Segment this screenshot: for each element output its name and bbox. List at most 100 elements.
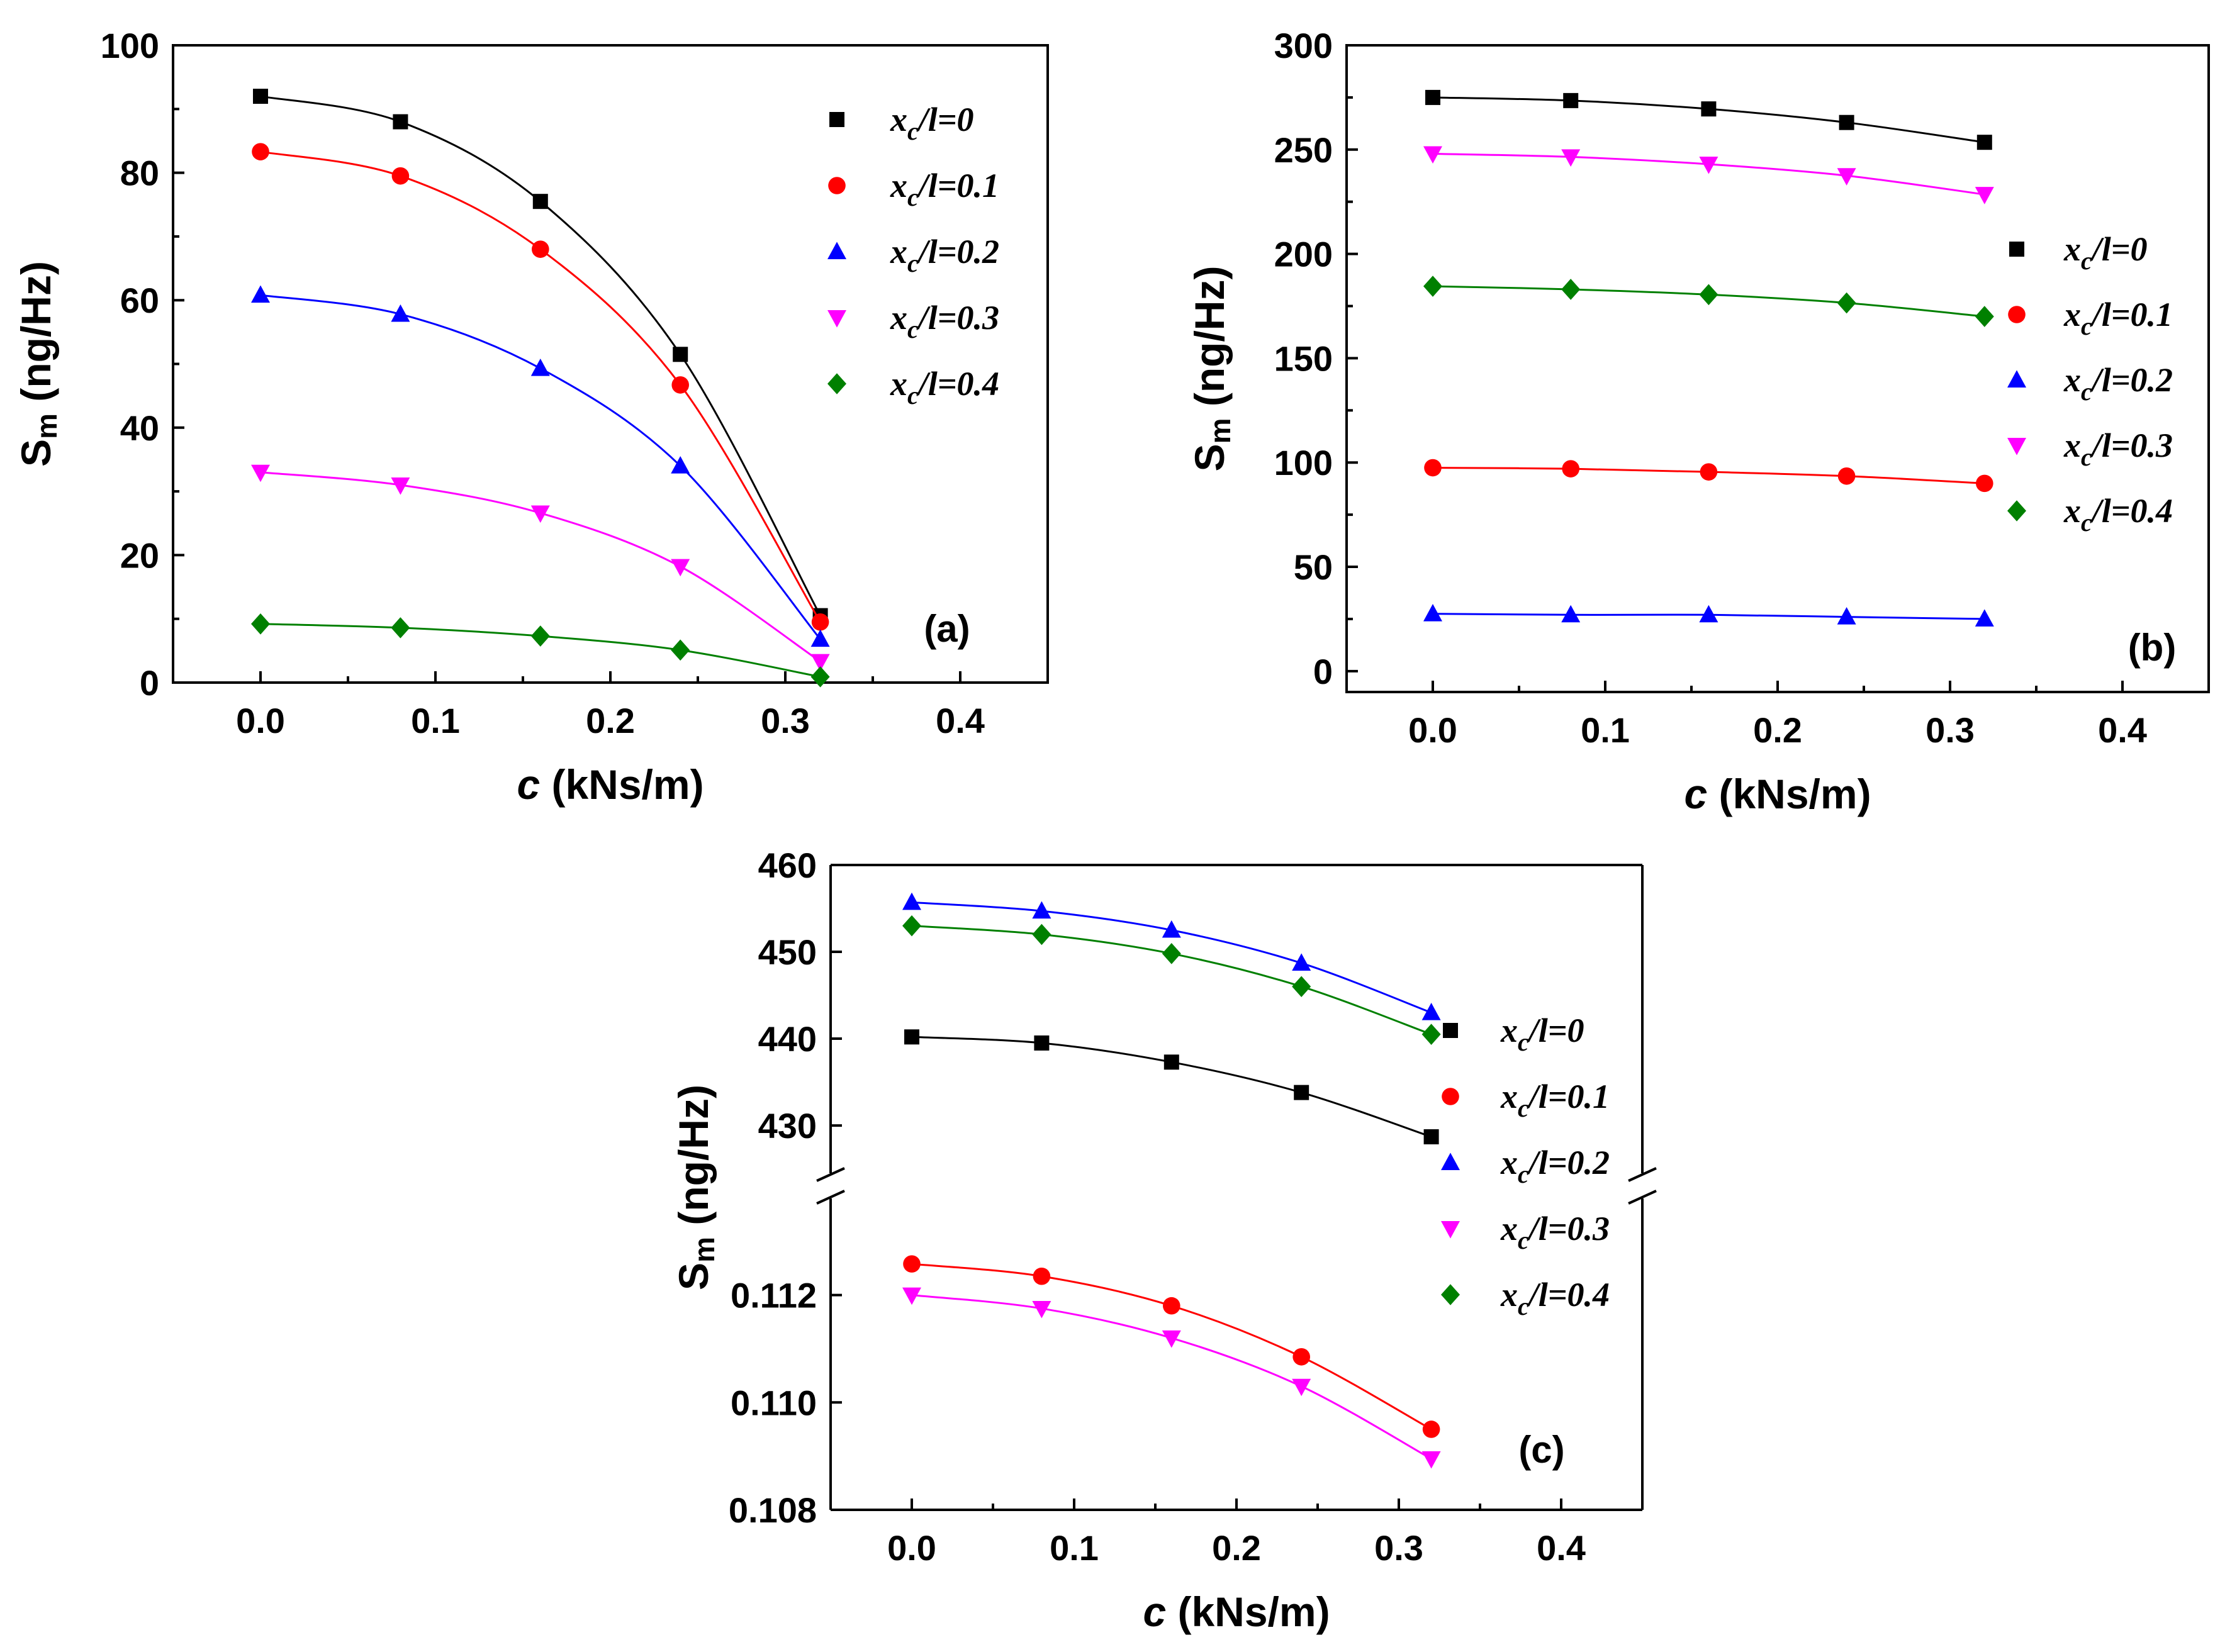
data-point (671, 639, 690, 661)
data-point (1700, 463, 1718, 481)
legend-sub: c (1518, 1292, 1529, 1320)
y-axis-symbol: S (13, 439, 59, 467)
legend-sub: c (1518, 1226, 1529, 1254)
data-point (1162, 942, 1181, 964)
data-point (391, 477, 410, 495)
data-point (1699, 284, 1718, 306)
axis-break-mark (1628, 1167, 1657, 1182)
data-point (902, 915, 921, 937)
legend-eq: /l=0.1 (2090, 296, 2173, 333)
x-axis-unit: (kNs/m) (1707, 771, 1871, 817)
legend-eq: /l=0.2 (2090, 361, 2173, 399)
data-point (1837, 607, 1856, 625)
data-point (1837, 467, 1856, 485)
panel-b: 0 50 100 150 200 250 300 0.0 0.1 0.2 0.3 0.4 c (kNs/… (1186, 26, 2210, 817)
data-point (1421, 1003, 1441, 1020)
legend-label: xc/l=0.4 (2063, 492, 2173, 537)
data-point (1034, 1035, 1050, 1051)
y-tick-label: 20 (120, 535, 159, 575)
legend-eq: /l=0.4 (2090, 492, 2173, 530)
legend-marker (2009, 242, 2024, 257)
data-point (1033, 1267, 1051, 1285)
legend-eq: /l=0.2 (1527, 1144, 1610, 1181)
data-point (1294, 1085, 1309, 1100)
data-point (530, 505, 550, 523)
data-point (1975, 609, 1994, 627)
legend-eq: /l=0 (916, 101, 974, 138)
y-axis-title: Sm (ng/Hz) (13, 261, 63, 467)
data-point (810, 629, 830, 647)
legend-x: x (2063, 361, 2081, 399)
data-point (1162, 920, 1181, 938)
data-point (1976, 474, 1993, 493)
legend-sub: c (1518, 1094, 1529, 1122)
x-tick-label: 0.2 (586, 701, 635, 740)
data-point (904, 1029, 919, 1045)
data-point (251, 613, 270, 635)
data-point (1032, 924, 1051, 946)
data-point (1423, 276, 1442, 297)
legend-sub: c (2081, 443, 2092, 471)
x-tick-label: 0.3 (1374, 1528, 1423, 1568)
data-point (1701, 101, 1717, 117)
legend-x: x (1500, 1078, 1518, 1115)
x-tick-label: 0.1 (1581, 710, 1630, 750)
data-point (1561, 149, 1581, 167)
data-point (902, 892, 921, 910)
panel-a: 0 20 40 60 80 100 0.0 0.1 0.2 0.3 0.4 c (kNs/m) Sm (… (13, 26, 1049, 808)
data-point (811, 613, 829, 631)
data-point (1292, 953, 1311, 971)
y-axis-title: Sm (ng/Hz) (1186, 266, 1236, 472)
x-tick-label: 0.1 (1050, 1528, 1099, 1568)
y-tick-label: 150 (1274, 338, 1333, 378)
legend-sub: c (2081, 312, 2092, 340)
panel-label: (b) (2128, 627, 2177, 669)
axis-break-mark (816, 1190, 845, 1205)
y-axis-subscript: m (688, 1237, 720, 1263)
y-axis-symbol: S (670, 1263, 717, 1290)
data-point (671, 559, 690, 577)
panel-label: (a) (924, 608, 970, 650)
data-point (673, 347, 688, 362)
series-curve (260, 95, 821, 617)
y-tick-label: 0.108 (729, 1490, 817, 1530)
x-axis-unit: (kNs/m) (1166, 1588, 1330, 1635)
y-tick-label: 450 (758, 932, 817, 972)
x-tick-label: 0.1 (411, 701, 460, 740)
data-point (1561, 605, 1581, 623)
legend-sub: c (907, 117, 919, 145)
data-point (1563, 92, 1579, 108)
series-curve (911, 1294, 1432, 1460)
data-point (1421, 1451, 1441, 1469)
legend-x: x (890, 167, 907, 204)
legend-marker (1443, 1023, 1458, 1038)
x-axis-symbol: c (1684, 771, 1707, 817)
data-point (253, 89, 268, 104)
legend-sub: c (907, 315, 919, 343)
legend-label: xc/l=0.1 (1500, 1078, 1610, 1122)
y-tick-label: 100 (1274, 443, 1333, 483)
legend-marker (1442, 1088, 1459, 1105)
y-axis-subscript: m (1204, 418, 1236, 444)
legend-x: x (2063, 427, 2081, 464)
data-point (1423, 146, 1442, 164)
legend-marker (2007, 500, 2026, 522)
legend-sub: c (1518, 1160, 1529, 1188)
data-point (1292, 1378, 1311, 1397)
legend-marker (2007, 438, 2026, 455)
y-tick-label: 0.110 (731, 1383, 817, 1422)
data-point (1163, 1297, 1180, 1315)
legend-sub: c (2081, 247, 2092, 275)
legend-label: xc/l=0.2 (1500, 1144, 1610, 1188)
x-axis-unit: (kNs/m) (540, 761, 704, 808)
legend-eq: /l=0 (1527, 1012, 1584, 1049)
x-tick-label: 0.4 (936, 701, 985, 740)
data-point (1292, 1348, 1310, 1366)
data-point (1163, 1054, 1179, 1070)
legend-sub: c (907, 381, 919, 410)
data-point (532, 240, 549, 258)
x-tick-label: 0.4 (1537, 1528, 1586, 1568)
data-point (1837, 168, 1856, 186)
series-curve (260, 294, 821, 640)
legend-marker (827, 242, 846, 259)
